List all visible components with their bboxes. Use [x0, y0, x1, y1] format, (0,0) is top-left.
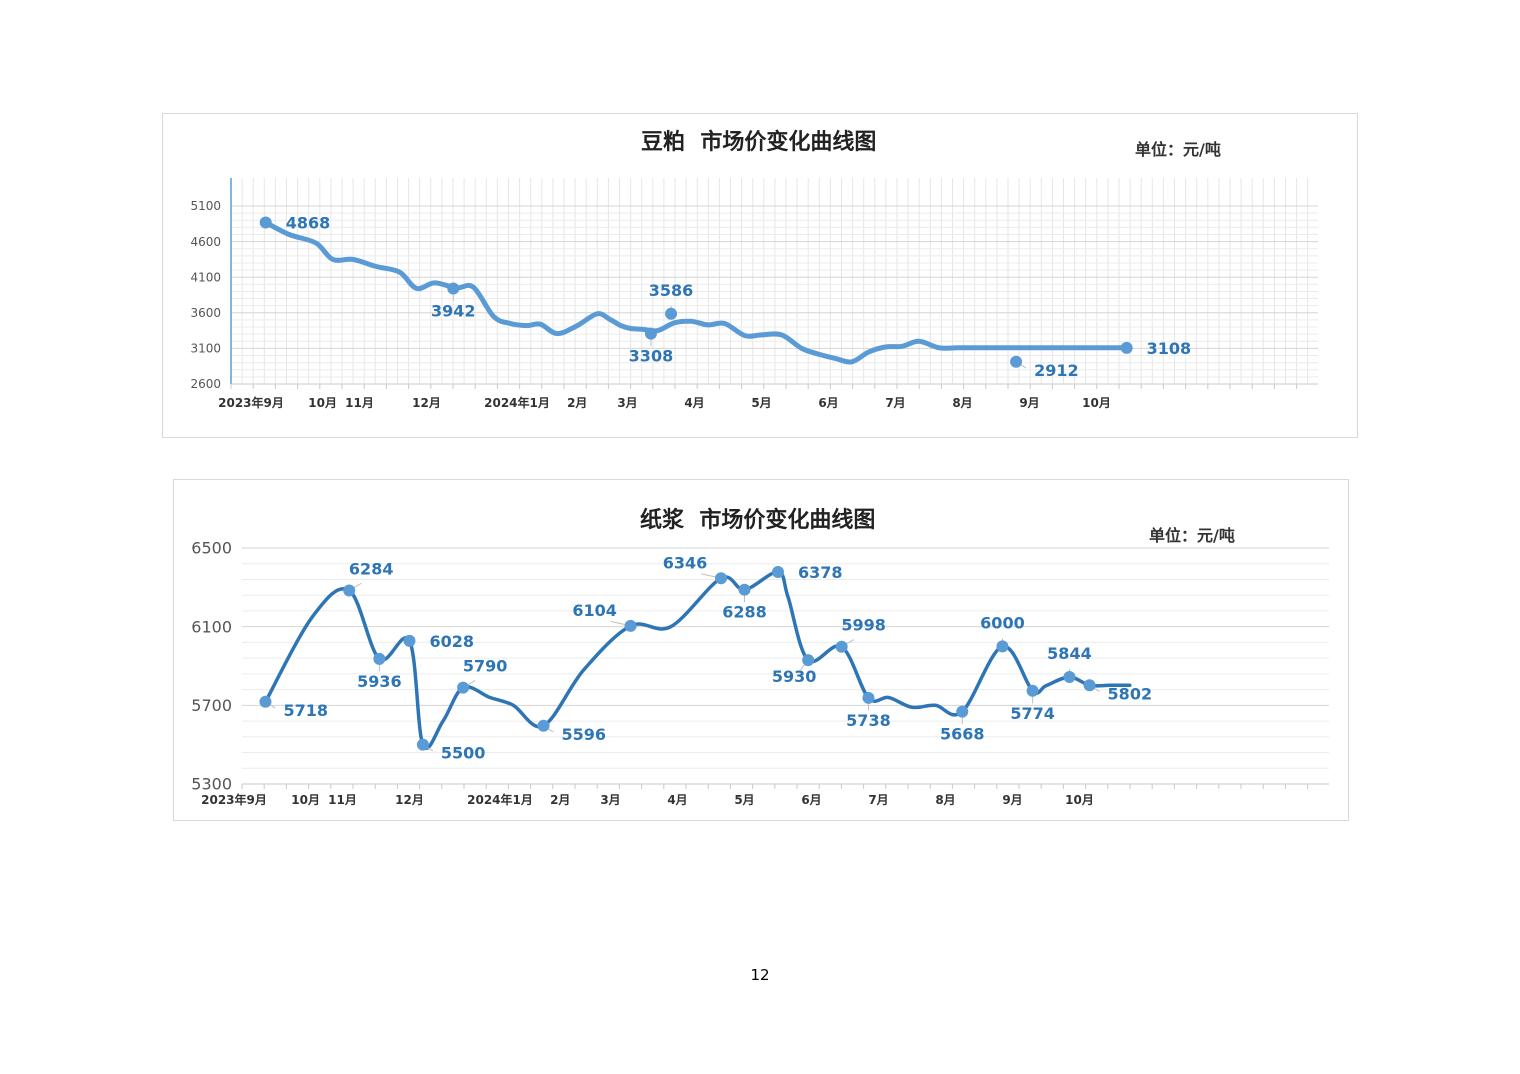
data-label: 5500: [441, 744, 486, 763]
data-point: [738, 583, 751, 596]
data-label: 5774: [1010, 704, 1055, 723]
data-point: [1083, 679, 1096, 692]
data-point: [447, 282, 460, 295]
x-tick-label: 2月: [550, 793, 570, 807]
x-tick-label: 10月: [1082, 396, 1111, 410]
y-tick-label: 6100: [191, 617, 232, 636]
data-label: 6284: [349, 559, 394, 578]
x-tick-label: 7月: [885, 396, 905, 410]
y-tick-label: 3100: [190, 342, 221, 356]
data-label: 3108: [1147, 339, 1192, 358]
x-tick-label: 3月: [600, 793, 620, 807]
data-point: [715, 572, 728, 585]
x-tick-label: 4月: [667, 793, 687, 807]
data-label: 5936: [357, 672, 402, 691]
y-tick-label: 5100: [190, 199, 221, 213]
data-point: [259, 216, 272, 229]
chart-plot: 5300 5700 6100 6500 2023年9月 10月 11月 12月 2024年1月 2…: [191, 539, 1329, 807]
x-tick-label: 6月: [801, 793, 821, 807]
x-tick-label: 12月: [412, 396, 441, 410]
data-point: [457, 681, 470, 694]
y-tick-label: 6500: [191, 539, 232, 558]
data-label: 4868: [286, 214, 331, 233]
x-tick-label: 2024年1月: [484, 395, 550, 410]
y-tick-label: 4100: [190, 270, 221, 284]
x-tick-label: 5月: [734, 793, 754, 807]
chart-title: 纸浆 市场价变化曲线图: [640, 508, 876, 533]
x-tick-label: 10月: [291, 793, 320, 807]
page-number: 12: [750, 966, 770, 984]
x-tick-label: 12月: [395, 793, 424, 807]
data-label: 5930: [772, 667, 817, 686]
data-point: [259, 695, 272, 708]
series-line: [263, 220, 1133, 365]
data-label: 5738: [846, 711, 891, 730]
soybean-meal-chart: 豆粕 市场价变化曲线图 单位：元/吨 2600 3100 3600 4100 4600 5…: [162, 113, 1358, 438]
data-point: [835, 640, 848, 653]
x-tick-label: 7月: [868, 793, 888, 807]
x-tick-label: 9月: [1002, 793, 1022, 807]
data-label: 6346: [663, 553, 708, 572]
data-label: 5596: [562, 725, 607, 744]
data-point: [644, 327, 657, 340]
x-tick-label: 2023年9月: [218, 395, 284, 410]
data-point: [1026, 684, 1039, 697]
data-label: 6378: [798, 563, 843, 582]
x-tick-label: 9月: [1019, 396, 1039, 410]
chart-unit: 单位：元/吨: [1149, 526, 1235, 545]
y-tick-label: 4600: [190, 235, 221, 249]
x-tick-label: 8月: [952, 396, 972, 410]
data-point: [1120, 341, 1133, 354]
chart-title: 豆粕 市场价变化曲线图: [641, 130, 877, 155]
y-tick-label: 5700: [191, 696, 232, 715]
data-point: [956, 705, 969, 718]
data-point: [624, 619, 637, 632]
x-tick-label: 4月: [684, 396, 704, 410]
data-label: 3942: [431, 301, 476, 320]
data-point: [772, 565, 784, 578]
x-tick-label: 11月: [345, 396, 374, 410]
data-point: [802, 654, 815, 667]
x-tick-label: 2023年9月: [201, 792, 267, 807]
data-label: 5668: [940, 725, 985, 744]
data-label: 5718: [283, 701, 328, 720]
data-label: 5844: [1047, 644, 1092, 663]
data-point: [537, 719, 550, 732]
data-point: [343, 584, 356, 597]
x-tick-label: 8月: [935, 793, 955, 807]
data-label: 5790: [463, 657, 508, 676]
y-tick-label: 3600: [190, 306, 221, 320]
data-point: [416, 738, 429, 751]
data-label: 2912: [1034, 361, 1079, 380]
chart-unit: 单位：元/吨: [1135, 140, 1221, 159]
data-label: 6288: [722, 603, 767, 622]
y-tick-label: 5300: [191, 775, 232, 794]
data-point: [862, 691, 875, 704]
x-tick-label: 10月: [308, 396, 337, 410]
x-tick-label: 5月: [751, 396, 771, 410]
data-label: 6000: [980, 613, 1025, 632]
x-tick-label: 11月: [328, 793, 357, 807]
data-label: 6104: [572, 601, 617, 620]
x-tick-label: 10月: [1065, 793, 1094, 807]
x-tick-label: 2024年1月: [467, 792, 533, 807]
data-label: 5802: [1108, 684, 1153, 703]
y-tick-label: 2600: [190, 377, 221, 391]
series-line: [263, 570, 1132, 750]
data-point: [373, 652, 386, 665]
x-tick-label: 6月: [818, 396, 838, 410]
data-label: 5998: [841, 616, 886, 635]
data-point: [996, 640, 1009, 653]
x-tick-label: 3月: [617, 396, 637, 410]
data-label: 3308: [629, 347, 674, 366]
data-point: [1063, 671, 1076, 684]
data-point: [1010, 355, 1023, 368]
chart-plot: 2600 3100 3600 4100 4600 5100 2023年9月 10月 11月 12月…: [190, 178, 1318, 410]
data-label: 3586: [649, 281, 694, 300]
data-label: 6028: [430, 632, 475, 651]
data-point: [403, 634, 416, 647]
pulp-chart: 纸浆 市场价变化曲线图 单位：元/吨 5300 5700 6100 6500 2023年…: [173, 479, 1349, 821]
data-point: [665, 307, 678, 320]
x-tick-label: 2月: [567, 396, 587, 410]
